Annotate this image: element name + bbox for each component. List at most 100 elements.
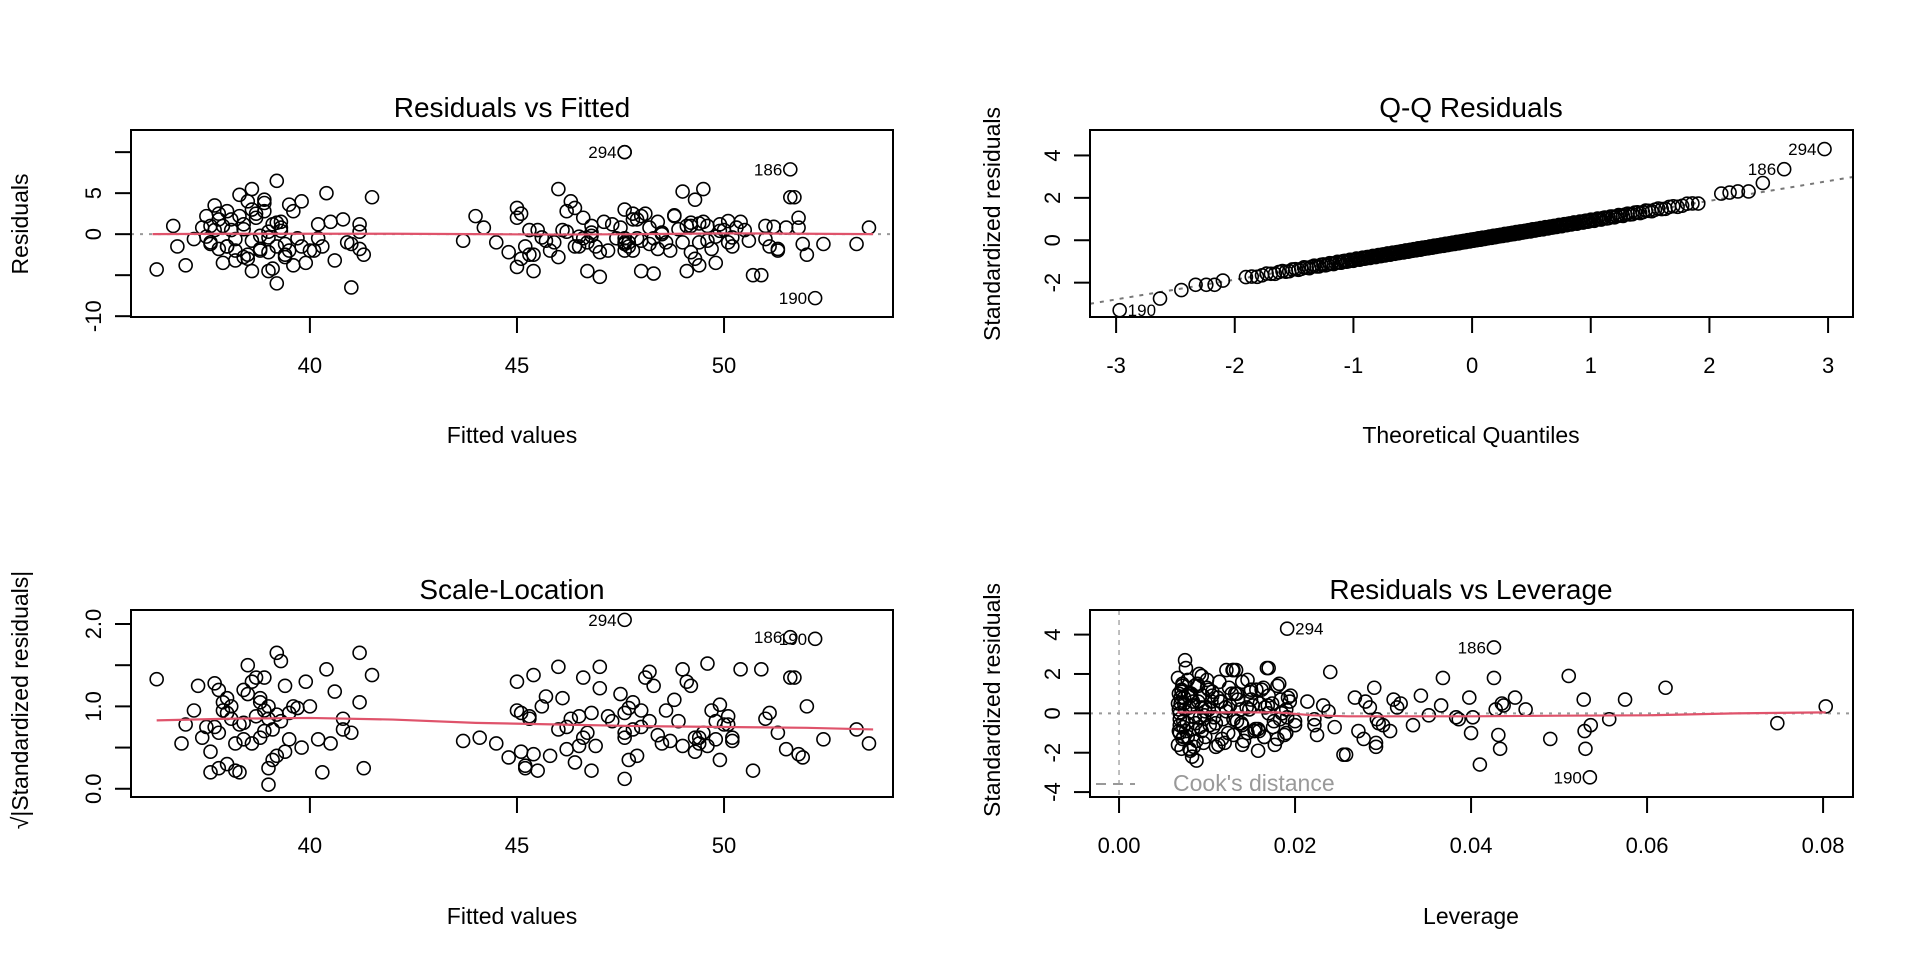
data-point	[559, 719, 574, 735]
outlier-label: 190	[779, 630, 807, 649]
data-point	[725, 733, 740, 749]
outlier-label: 190	[1128, 301, 1156, 320]
data-point	[1327, 719, 1342, 735]
data-point	[1494, 696, 1510, 711]
data-point	[849, 236, 864, 252]
data-point	[207, 222, 222, 238]
outlier-label: 294	[588, 143, 616, 162]
data-point	[252, 694, 268, 710]
data-point	[1206, 709, 1222, 725]
data-point	[712, 697, 728, 713]
data-point	[1658, 680, 1673, 696]
data-point	[1279, 709, 1295, 725]
data-point	[1220, 725, 1236, 741]
data-point	[1259, 660, 1275, 676]
data-point	[675, 235, 690, 250]
data-point	[1369, 711, 1385, 727]
data-point	[273, 223, 289, 239]
data-point	[1234, 737, 1250, 753]
data-point	[472, 730, 487, 745]
data-point	[215, 703, 231, 718]
data-point	[232, 208, 247, 224]
data-point	[178, 258, 193, 273]
data-point	[563, 711, 579, 727]
data-point	[455, 733, 471, 749]
smooth-trend-line	[1177, 711, 1826, 718]
data-point	[294, 740, 309, 755]
data-point	[1362, 700, 1378, 715]
data-point	[696, 181, 711, 197]
data-point	[720, 708, 736, 724]
x-tick-label: 0.02	[1274, 833, 1317, 858]
data-point	[269, 748, 285, 764]
data-point	[244, 181, 260, 197]
data-point	[1741, 184, 1756, 199]
data-point	[1205, 719, 1221, 735]
data-point	[687, 192, 703, 208]
data-point	[265, 217, 280, 232]
data-point	[1690, 196, 1706, 211]
x-tick-label: 3	[1822, 353, 1834, 378]
data-point	[1322, 664, 1338, 680]
data-point	[646, 266, 661, 281]
data-point	[787, 670, 802, 685]
data-point	[236, 221, 251, 237]
x-axis-label: Theoretical Quantiles	[1362, 422, 1579, 448]
data-point	[720, 235, 736, 250]
data-point	[770, 241, 786, 257]
data-point	[1244, 269, 1260, 284]
y-tick-label: -10	[81, 300, 106, 332]
data-point	[327, 253, 343, 268]
data-point	[1755, 175, 1771, 191]
data-point	[1277, 727, 1292, 743]
data-point	[733, 662, 748, 677]
panel-title: Residuals vs Leverage	[1329, 574, 1612, 605]
data-point	[691, 730, 707, 745]
data-point	[323, 736, 338, 751]
data-point	[691, 216, 707, 231]
cooks-distance-legend-label: Cook's distance	[1173, 770, 1335, 796]
data-point	[203, 764, 218, 780]
data-point	[509, 210, 525, 226]
data-point	[364, 189, 380, 205]
data-point	[178, 717, 193, 732]
data-point	[286, 258, 301, 273]
data-point	[232, 187, 247, 203]
data-point	[488, 235, 504, 250]
data-point	[207, 676, 222, 691]
data-point	[1266, 713, 1282, 729]
data-point	[1496, 698, 1511, 713]
y-axis-label: √|Standardized residuals|	[7, 571, 33, 830]
data-point	[658, 703, 674, 718]
data-point	[1242, 684, 1258, 699]
data-point	[509, 259, 525, 275]
data-point	[745, 763, 761, 778]
data-point	[754, 267, 769, 283]
data-point	[501, 750, 516, 765]
data-point	[1507, 690, 1523, 705]
data-point	[683, 215, 699, 230]
data-point	[1722, 185, 1737, 200]
data-point	[1368, 739, 1384, 755]
data-point	[356, 247, 372, 262]
data-point	[501, 244, 516, 260]
data-point	[1287, 717, 1303, 733]
data-point	[567, 200, 583, 216]
data-point	[1413, 688, 1429, 703]
data-point	[1215, 273, 1231, 288]
data-point	[691, 235, 707, 250]
data-point	[782, 189, 798, 205]
data-point	[551, 659, 566, 675]
data-point	[592, 680, 608, 696]
data-point	[211, 206, 227, 221]
x-tick-label: 45	[505, 353, 529, 378]
data-point	[203, 218, 218, 234]
data-point	[580, 263, 595, 279]
data-point	[1583, 717, 1599, 733]
data-point	[617, 202, 632, 217]
data-point	[1389, 700, 1405, 715]
data-point	[1601, 711, 1617, 727]
data-point	[257, 670, 272, 685]
panel-qq-residuals: Q-Q Residuals Theoretical Quantiles Stan…	[979, 92, 1854, 448]
data-point	[617, 730, 632, 745]
